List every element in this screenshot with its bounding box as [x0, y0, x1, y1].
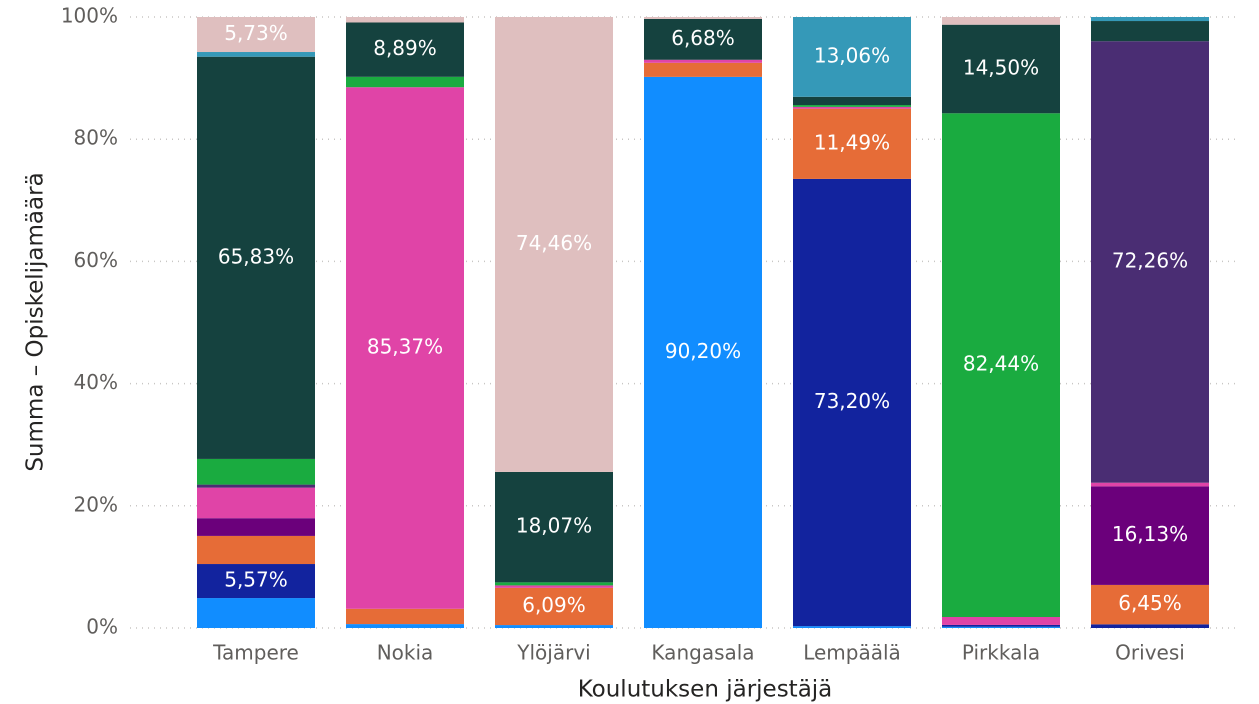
y-tick-label: 100%	[61, 4, 118, 28]
bar-segment	[495, 625, 613, 628]
bar-segment	[197, 518, 315, 536]
x-tick-label: Ylöjärvi	[516, 641, 590, 665]
bar-segment	[793, 96, 911, 106]
bar-segment	[644, 18, 762, 60]
bar-segment	[793, 106, 911, 109]
x-tick-label: Lempäälä	[803, 641, 901, 665]
bar-segment	[793, 108, 911, 179]
bar-segment	[1091, 17, 1209, 22]
bar-segment	[495, 587, 613, 626]
bar-segment	[1091, 624, 1209, 628]
bar-segment	[1091, 486, 1209, 585]
bar-segment	[1091, 584, 1209, 625]
data-label: 73,20%	[814, 389, 890, 413]
bar-segment	[346, 17, 464, 23]
bar-segment	[793, 626, 911, 628]
data-label: 82,44%	[963, 352, 1039, 376]
bar-segment	[197, 484, 315, 488]
data-label: 6,68%	[671, 26, 735, 50]
bar-segment	[346, 87, 464, 609]
data-label: 14,50%	[963, 55, 1039, 79]
data-label: 13,06%	[814, 43, 890, 67]
bar-segment	[942, 624, 1060, 627]
bar-segment	[346, 76, 464, 88]
bar-segment	[197, 458, 315, 485]
data-label: 65,83%	[218, 244, 294, 268]
bar-segment	[495, 471, 613, 583]
x-tick-label: Nokia	[377, 641, 434, 665]
bar-segment	[346, 608, 464, 625]
bar-segment	[793, 17, 911, 97]
data-label: 72,26%	[1112, 248, 1188, 272]
bar-segment	[644, 76, 762, 629]
data-label: 74,46%	[516, 231, 592, 255]
data-label: 5,57%	[224, 568, 288, 592]
bar-segment	[942, 617, 1060, 625]
bar-segment	[1091, 21, 1209, 42]
bar-segment	[793, 178, 911, 627]
bar-segment	[644, 59, 762, 63]
data-label: 11,49%	[814, 130, 890, 154]
y-tick-label: 40%	[74, 370, 118, 394]
bar-segment	[1091, 41, 1209, 483]
bar-segment	[942, 626, 1060, 628]
y-axis-title: Summa – Opiskelijamäärä	[23, 172, 49, 471]
data-label: 6,45%	[1118, 591, 1182, 615]
bar-segment	[1091, 482, 1209, 487]
bar-segment	[793, 105, 911, 107]
bar-segment	[942, 24, 1060, 114]
bar-segment	[942, 17, 1060, 25]
data-label: 16,13%	[1112, 522, 1188, 546]
bar-segment	[197, 17, 315, 53]
bar-segment	[495, 17, 613, 472]
y-tick-label: 0%	[86, 615, 118, 639]
bar-segment	[197, 52, 315, 57]
data-label: 8,89%	[373, 36, 437, 60]
bar-segment	[644, 62, 762, 77]
bar-segment	[346, 624, 464, 628]
y-tick-label: 20%	[74, 492, 118, 516]
data-label: 6,09%	[522, 593, 586, 617]
x-tick-label: Tampere	[212, 641, 299, 665]
x-tick-label: Kangasala	[651, 641, 754, 665]
bar-segment	[495, 585, 613, 588]
y-tick-label: 60%	[74, 248, 118, 272]
data-label: 18,07%	[516, 514, 592, 538]
data-label: 85,37%	[367, 335, 443, 359]
bar-segment	[197, 535, 315, 565]
bar-segment	[346, 22, 464, 77]
bar-segment	[197, 598, 315, 628]
bar-segment	[644, 17, 762, 19]
bar-segment	[495, 582, 613, 586]
bar-segment	[942, 113, 1060, 618]
bar-segment	[197, 56, 315, 459]
data-label: 5,73%	[224, 21, 288, 45]
x-tick-label: Orivesi	[1115, 641, 1185, 665]
x-axis-title: Koulutuksen järjestäjä	[578, 677, 833, 703]
x-tick-label: Pirkkala	[962, 641, 1040, 665]
bar-segment	[197, 487, 315, 519]
data-label: 90,20%	[665, 339, 741, 363]
bar-segment	[197, 564, 315, 599]
y-tick-label: 80%	[74, 126, 118, 150]
